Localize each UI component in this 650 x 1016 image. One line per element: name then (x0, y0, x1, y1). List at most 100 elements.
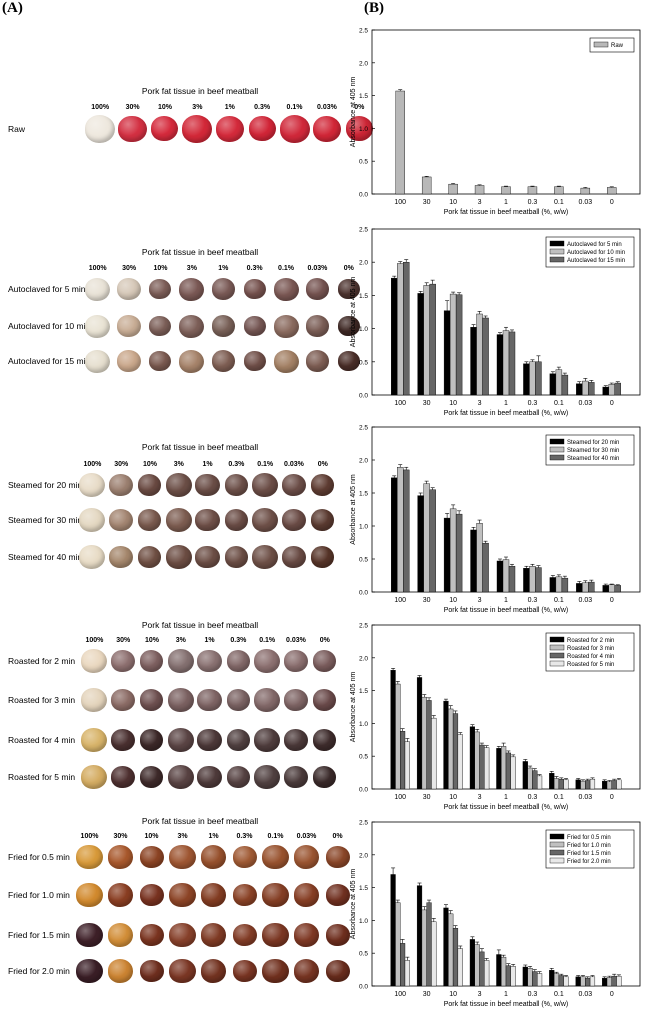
bar (555, 369, 563, 396)
x-tick-label: 1 (504, 400, 508, 407)
x-tick-label: 3 (478, 400, 482, 407)
bar (589, 778, 596, 790)
legend-label: Fried for 0.5 min (567, 835, 611, 841)
meatball-photo (76, 922, 103, 948)
meatball-photo (197, 765, 222, 789)
panel-a-label: (A) (2, 0, 23, 16)
y-tick-label: 2.5 (359, 28, 368, 35)
meatball-photo (325, 959, 350, 982)
bar (496, 748, 502, 790)
x-tick-label: 100 (394, 597, 406, 604)
x-tick-label: 100 (394, 794, 406, 801)
meatball-photo (110, 728, 136, 752)
meatball-photo (224, 474, 248, 496)
meatball-photo (248, 116, 276, 142)
meatball-photo (179, 349, 205, 373)
meatball-photo (149, 315, 172, 337)
x-axis-label: Pork fat tissue in beef meatball (%, w/w… (444, 607, 569, 614)
meatball-photo (283, 688, 309, 712)
row-label: Steamed for 30 min (8, 515, 83, 525)
meatball-photo (254, 688, 281, 712)
x-tick-label: 0 (610, 400, 614, 407)
bar (501, 186, 511, 195)
bar (426, 902, 432, 987)
percent-label: 3% (177, 833, 188, 840)
bar (421, 909, 427, 987)
meatball-photo (252, 508, 279, 532)
y-tick-label: 1.5 (359, 688, 368, 695)
meatball-photo (232, 923, 257, 946)
row-label: Roasted for 4 min (8, 735, 76, 745)
legend-swatch (549, 652, 565, 659)
y-tick-label: 0.5 (359, 557, 368, 564)
y-tick-label: 1.0 (359, 126, 368, 133)
meatball-photo (254, 728, 281, 752)
meatball-photo (110, 649, 136, 673)
x-tick-label: 0.03 (579, 199, 593, 206)
meatball-photo (273, 277, 299, 301)
meatball-row (80, 688, 339, 712)
meatball-photo (79, 545, 106, 569)
bar (452, 928, 459, 987)
bar (607, 187, 617, 195)
meatball-photo (313, 650, 337, 672)
x-tick-label: 30 (423, 597, 431, 604)
bar (505, 965, 511, 987)
legend-swatch (549, 857, 565, 864)
percent-label: 10% (153, 265, 168, 272)
meatball-photo (224, 509, 248, 531)
bar (558, 975, 564, 987)
row-label: Fried for 1.5 min (8, 930, 70, 940)
x-tick-label: 10 (449, 991, 457, 998)
meatball-photo (262, 844, 289, 870)
bar (429, 283, 436, 396)
meatball-photo (293, 845, 320, 869)
bar (404, 741, 410, 790)
percent-label: 0.3% (254, 104, 271, 111)
x-tick-label: 10 (449, 199, 457, 206)
meatball-photo (226, 689, 250, 711)
x-tick-label: 0 (610, 199, 614, 206)
y-tick-label: 1.5 (359, 93, 368, 100)
section-title: Pork fat tissue in beef meatball (141, 816, 259, 826)
percent-label-row: 100% 30% 10% 3% 1% 0.3% 0.1% 0.03% 0% (84, 104, 376, 111)
row-label: Autoclaved for 10 min (8, 321, 91, 331)
bar (416, 677, 423, 790)
bar (484, 747, 490, 790)
bar (404, 960, 410, 987)
percent-label: 0.1% (257, 461, 274, 468)
x-axis-label: Pork fat tissue in beef meatball (%, w/w… (444, 410, 569, 417)
bar (585, 977, 591, 987)
bar (505, 752, 511, 790)
bar (527, 767, 533, 790)
percent-label: 0.03% (296, 833, 317, 840)
percent-label: 0% (354, 104, 365, 111)
bar (417, 293, 424, 396)
meatball-photo (311, 509, 335, 531)
legend-label: Fried for 2.0 min (567, 859, 611, 865)
legend-swatch (549, 841, 565, 848)
meatball-row (78, 545, 337, 569)
x-tick-label: 0.1 (554, 199, 564, 206)
bar (390, 874, 396, 987)
meatball-photo (226, 650, 250, 672)
bar (527, 968, 533, 987)
bar (431, 921, 437, 987)
percent-label: 0.1% (278, 265, 295, 272)
bar (423, 483, 430, 593)
bar (614, 585, 621, 593)
y-tick-label: 1.5 (359, 491, 368, 498)
meatball-photo (305, 315, 330, 337)
x-axis-label: Pork fat tissue in beef meatball (%, w/w… (444, 1001, 569, 1008)
meatball-photo (165, 545, 192, 569)
y-tick-label: 0.0 (359, 590, 368, 597)
percent-label: 100% (88, 265, 107, 272)
legend-swatch (549, 833, 565, 840)
percent-label: 0.3% (236, 833, 253, 840)
legend-swatch (549, 636, 565, 643)
legend-box (589, 37, 635, 53)
bar (400, 731, 406, 790)
